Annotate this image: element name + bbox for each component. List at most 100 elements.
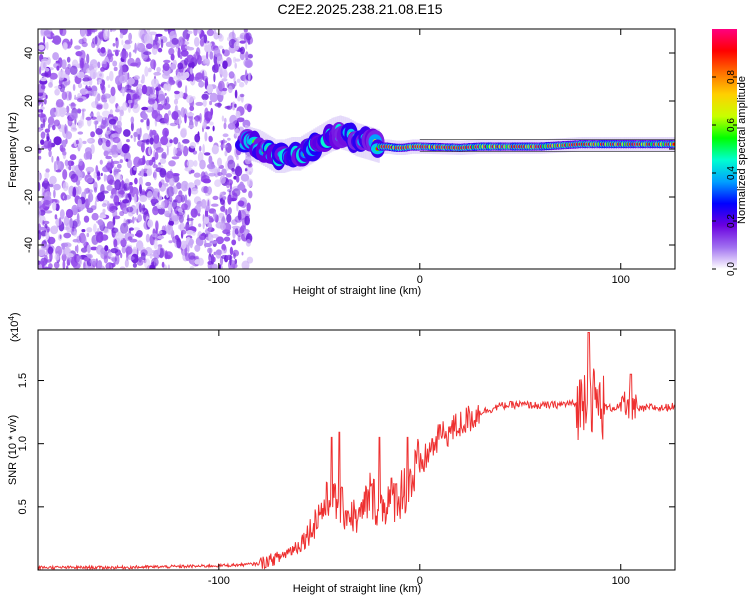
noise-speckle	[105, 162, 114, 171]
noise-speckle	[208, 216, 214, 223]
noise-speckle	[234, 89, 238, 99]
noise-speckle	[100, 184, 105, 195]
noise-speckle	[130, 116, 135, 124]
noise-speckle	[163, 183, 169, 187]
noise-speckle	[77, 170, 83, 181]
noise-speckle	[49, 175, 57, 185]
noise-speckle	[239, 81, 245, 88]
noise-speckle	[187, 30, 193, 35]
noise-speckle	[119, 32, 124, 39]
noise-speckle	[39, 66, 42, 75]
noise-speckle	[215, 249, 223, 256]
colorbar-tick-label: 0.0	[726, 262, 737, 276]
noise-speckle	[127, 77, 135, 85]
noise-speckle	[187, 242, 190, 253]
noise-speckle	[122, 89, 125, 97]
noise-speckle	[221, 168, 227, 176]
noise-speckle	[46, 132, 50, 142]
noise-speckle	[186, 95, 194, 104]
noise-speckle	[167, 110, 172, 116]
noise-speckle	[107, 84, 111, 88]
noise-speckle	[44, 171, 50, 179]
noise-speckle	[168, 177, 175, 187]
noise-speckle	[227, 137, 231, 141]
noise-speckle	[169, 79, 176, 86]
noise-speckle	[145, 233, 150, 243]
noise-speckle	[125, 219, 131, 225]
noise-speckle	[189, 105, 195, 112]
noise-speckle	[203, 118, 207, 130]
noise-speckle	[227, 122, 236, 130]
noise-speckle	[169, 139, 173, 144]
noise-speckle	[77, 82, 83, 89]
noise-speckle	[96, 115, 104, 122]
noise-speckle	[72, 186, 77, 197]
noise-speckle	[164, 130, 168, 137]
noise-speckle	[121, 143, 130, 154]
noise-speckle	[141, 74, 145, 83]
noise-speckle	[203, 242, 212, 248]
noise-speckle	[89, 113, 93, 117]
noise-speckle	[68, 170, 76, 180]
noise-speckle	[125, 257, 130, 268]
noise-speckle	[234, 128, 240, 137]
noise-speckle	[180, 229, 187, 235]
noise-speckle	[43, 254, 48, 264]
noise-speckle	[248, 190, 253, 199]
noise-speckle	[212, 125, 215, 132]
noise-speckle	[225, 173, 233, 178]
noise-speckle	[223, 206, 226, 213]
noise-speckle	[155, 33, 163, 37]
noise-speckle	[95, 165, 99, 174]
noise-speckle	[70, 38, 73, 46]
noise-speckle	[182, 139, 190, 144]
noise-speckle	[156, 66, 161, 73]
noise-speckle	[48, 82, 53, 88]
noise-speckle	[247, 54, 253, 59]
noise-speckle	[156, 204, 163, 209]
noise-speckle	[83, 215, 90, 223]
noise-speckle	[141, 110, 146, 114]
noise-speckle	[119, 210, 125, 217]
noise-speckle	[82, 235, 87, 247]
noise-speckle	[43, 98, 47, 105]
noise-speckle	[40, 106, 45, 110]
noise-speckle	[113, 49, 121, 53]
noise-speckle	[153, 71, 162, 76]
noise-speckle	[139, 127, 142, 137]
noise-speckle	[237, 200, 245, 207]
noise-speckle	[110, 86, 116, 97]
noise-speckle	[85, 166, 95, 173]
noise-speckle	[240, 173, 250, 182]
noise-speckle	[236, 175, 240, 183]
noise-speckle	[166, 170, 174, 179]
noise-speckle	[218, 264, 222, 269]
noise-speckle	[114, 254, 120, 265]
noise-speckle	[218, 80, 225, 92]
noise-speckle	[166, 146, 169, 156]
noise-speckle	[89, 69, 97, 80]
noise-speckle	[97, 260, 103, 269]
noise-speckle	[180, 49, 189, 57]
noise-speckle	[157, 235, 164, 240]
noise-speckle	[218, 45, 224, 49]
noise-speckle	[140, 252, 146, 261]
noise-speckle	[103, 29, 108, 41]
noise-speckle	[181, 127, 187, 134]
noise-speckle	[222, 49, 230, 57]
noise-speckle	[97, 219, 104, 226]
noise-speckle	[229, 255, 232, 266]
noise-speckle	[101, 110, 111, 118]
noise-speckle	[223, 236, 231, 242]
noise-speckle	[135, 202, 140, 211]
noise-speckle	[163, 113, 169, 124]
noise-speckle	[207, 43, 213, 47]
noise-speckle	[40, 114, 47, 123]
noise-speckle	[52, 52, 59, 61]
noise-speckle	[226, 213, 232, 223]
snr-xtick-label: 100	[612, 575, 630, 587]
noise-speckle	[177, 62, 184, 70]
noise-speckle	[83, 74, 89, 78]
noise-speckle	[79, 120, 85, 127]
noise-speckle	[213, 210, 217, 222]
